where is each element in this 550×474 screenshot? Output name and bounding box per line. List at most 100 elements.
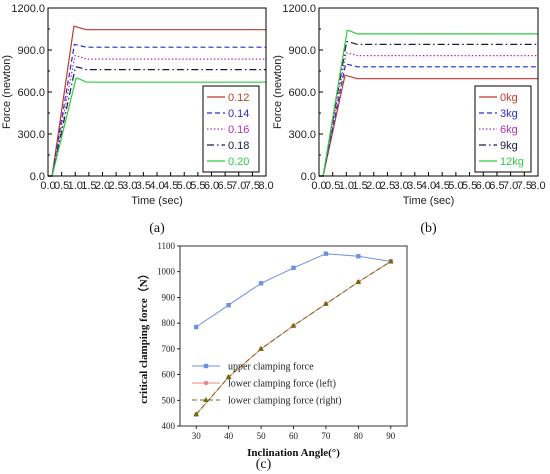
chart-c-panel-label: (c) bbox=[256, 457, 272, 472]
x-tick-label: 0.0 bbox=[40, 180, 55, 192]
y-tick-label: 1000 bbox=[157, 267, 176, 277]
x-tick-label: 70 bbox=[321, 431, 331, 441]
data-point bbox=[323, 251, 329, 256]
x-tick-label: 4.0 bbox=[149, 180, 164, 192]
legend-box bbox=[474, 85, 532, 173]
chart-a-x-ticks: 0.00.51.01.52.02.53.03.54.04.55.05.56.06… bbox=[40, 172, 274, 192]
legend-label: lower clamping force (right) bbox=[228, 396, 342, 407]
x-tick-label: 40 bbox=[224, 431, 234, 441]
y-tick-label: 900.0 bbox=[17, 45, 45, 57]
chart-a-y-ticks: 0.0 300.0 600.0 900.0 1200.0 bbox=[11, 3, 52, 183]
series-line-0.16 bbox=[48, 54, 266, 177]
x-tick-label: 7.0 bbox=[503, 180, 518, 192]
chart-c-x-ticks: 30 40 50 60 70 80 90 bbox=[192, 426, 396, 441]
x-tick-label: 1.0 bbox=[68, 180, 83, 192]
chart-a-frame bbox=[47, 7, 267, 177]
chart-b-panel-label: (b) bbox=[420, 221, 437, 236]
data-point bbox=[194, 324, 199, 330]
data-point bbox=[225, 374, 232, 380]
data-point bbox=[203, 363, 209, 369]
data-point bbox=[258, 345, 264, 351]
x-tick-label: 0.5 bbox=[54, 180, 69, 192]
x-tick-label: 4.0 bbox=[421, 180, 436, 192]
data-point bbox=[258, 281, 264, 286]
data-point bbox=[193, 411, 200, 417]
data-point bbox=[290, 322, 297, 328]
data-point bbox=[355, 279, 362, 284]
legend-label: 0.12 bbox=[228, 92, 249, 104]
chart-c-y-ticks: 400 500 600 700 800 900 1000 1100 bbox=[157, 241, 180, 431]
series-line bbox=[195, 260, 392, 415]
chart-c-frame bbox=[179, 245, 408, 427]
y-tick-label: 1200.0 bbox=[11, 3, 45, 15]
y-tick-label: 500 bbox=[162, 395, 176, 405]
x-tick-label: 5.0 bbox=[177, 180, 192, 192]
chart-a-ylabel: Force (newton) bbox=[1, 55, 13, 129]
legend-label: 0.20 bbox=[228, 156, 249, 168]
x-tick-label: 6.5 bbox=[217, 180, 232, 192]
legend-label: 0.16 bbox=[228, 124, 249, 136]
x-tick-label: 60 bbox=[289, 431, 299, 441]
chart-b-x-ticks: 0.00.51.01.52.02.53.03.54.04.55.05.56.06… bbox=[311, 172, 546, 192]
y-tick-label: 600 bbox=[162, 370, 176, 380]
x-tick-label: 6.5 bbox=[489, 180, 504, 192]
data-point bbox=[203, 397, 209, 402]
x-tick-label: 0.5 bbox=[325, 180, 340, 192]
x-tick-label: 1.5 bbox=[352, 180, 367, 192]
x-tick-label: 2.5 bbox=[380, 180, 395, 192]
chart-a-legend: 0.12 0.14 0.16 0.18 0.20 bbox=[202, 85, 260, 173]
x-tick-label: 3.0 bbox=[122, 180, 137, 192]
x-tick-label: 7.5 bbox=[245, 180, 260, 192]
chart-c-xlabel: Inclination Angle(°) bbox=[247, 447, 340, 459]
chart-b-xlabel: Time (sec) bbox=[403, 195, 455, 207]
y-tick-label: 600.0 bbox=[288, 87, 316, 99]
x-tick-label: 5.5 bbox=[190, 180, 205, 192]
x-tick-label: 7.5 bbox=[517, 180, 532, 192]
chart-b-legend: 0kg 3kg 6kg 9kg 12kg bbox=[474, 85, 532, 173]
x-tick-label: 50 bbox=[257, 431, 267, 441]
x-tick-label: 3.5 bbox=[407, 180, 422, 192]
legend-box bbox=[202, 85, 260, 173]
y-tick-label: 1100 bbox=[157, 241, 175, 251]
y-tick-label: 0.0 bbox=[301, 171, 316, 183]
y-tick-label: 300.0 bbox=[17, 129, 45, 141]
x-tick-label: 3.5 bbox=[136, 180, 151, 192]
chart-c-series bbox=[193, 251, 394, 417]
legend-label: 12kg bbox=[500, 156, 524, 168]
x-tick-label: 8.0 bbox=[530, 180, 545, 192]
x-tick-label: 2.5 bbox=[108, 180, 123, 192]
x-tick-label: 2.0 bbox=[95, 180, 110, 192]
data-point bbox=[356, 254, 361, 259]
legend-label: 0kg bbox=[500, 92, 518, 104]
x-tick-label: 2.0 bbox=[366, 180, 381, 192]
legend-label: 0.18 bbox=[228, 140, 249, 152]
legend-label: 0.14 bbox=[228, 108, 249, 120]
x-tick-label: 6.0 bbox=[204, 180, 219, 192]
chart-c: 400 500 600 700 800 900 1000 1100 30 40 50 60 70 80 9… bbox=[137, 241, 408, 472]
x-tick-label: 4.5 bbox=[435, 180, 450, 192]
x-tick-label: 7.0 bbox=[231, 180, 246, 192]
chart-a-panel-label: (a) bbox=[149, 221, 165, 236]
y-tick-label: 900 bbox=[162, 292, 176, 302]
y-tick-label: 900.0 bbox=[288, 45, 316, 57]
data-point bbox=[387, 258, 394, 264]
y-tick-label: 300.0 bbox=[288, 129, 316, 141]
x-tick-label: 80 bbox=[354, 431, 364, 441]
x-tick-label: 5.0 bbox=[448, 180, 463, 192]
x-tick-label: 3.0 bbox=[393, 180, 408, 192]
data-point bbox=[291, 265, 296, 271]
series-line bbox=[195, 260, 392, 415]
x-tick-label: 1.5 bbox=[81, 180, 96, 192]
legend-label: 6kg bbox=[500, 124, 518, 136]
y-tick-label: 0.0 bbox=[30, 171, 45, 183]
x-tick-label: 90 bbox=[386, 431, 396, 441]
data-point bbox=[323, 300, 329, 306]
x-tick-label: 0.0 bbox=[311, 180, 326, 192]
x-tick-label: 8.0 bbox=[258, 180, 273, 192]
y-tick-label: 600.0 bbox=[17, 87, 45, 99]
x-tick-label: 1.0 bbox=[339, 180, 354, 192]
x-tick-label: 5.5 bbox=[462, 180, 477, 192]
data-point bbox=[226, 302, 231, 308]
